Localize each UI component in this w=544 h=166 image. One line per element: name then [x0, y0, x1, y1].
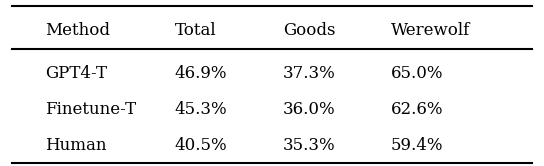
- Text: Werewolf: Werewolf: [391, 22, 471, 39]
- Text: 37.3%: 37.3%: [283, 65, 336, 82]
- Text: Total: Total: [175, 22, 216, 39]
- Text: Finetune-T: Finetune-T: [45, 101, 136, 118]
- Text: GPT4-T: GPT4-T: [45, 65, 107, 82]
- Text: 46.9%: 46.9%: [175, 65, 227, 82]
- Text: 59.4%: 59.4%: [391, 136, 443, 154]
- Text: 35.3%: 35.3%: [283, 136, 336, 154]
- Text: 62.6%: 62.6%: [391, 101, 443, 118]
- Text: 36.0%: 36.0%: [283, 101, 336, 118]
- Text: Method: Method: [45, 22, 110, 39]
- Text: 40.5%: 40.5%: [175, 136, 227, 154]
- Text: Human: Human: [45, 136, 106, 154]
- Text: Goods: Goods: [283, 22, 335, 39]
- Text: 45.3%: 45.3%: [175, 101, 227, 118]
- Text: 65.0%: 65.0%: [391, 65, 443, 82]
